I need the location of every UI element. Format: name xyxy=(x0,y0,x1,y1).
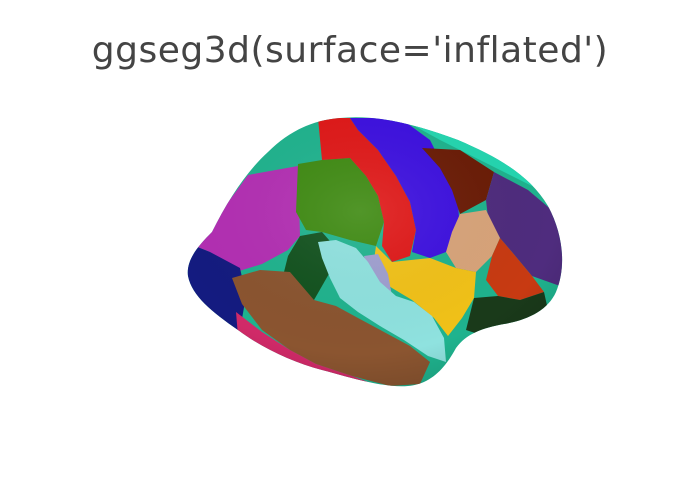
plot-title: ggseg3d(surface='inflated') xyxy=(91,30,609,71)
surface-shading xyxy=(187,117,563,387)
